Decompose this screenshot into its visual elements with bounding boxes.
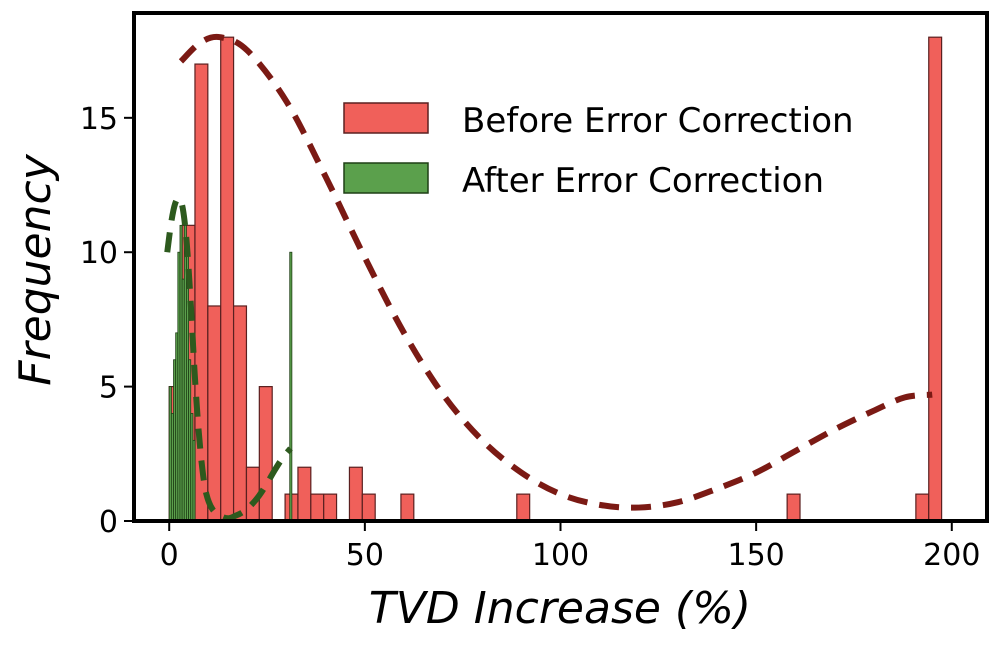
x-tick-label-50: 50 <box>346 538 384 573</box>
x-tick-label-0: 0 <box>160 538 179 573</box>
before-bar-7 <box>258 386 273 522</box>
before-bar-11 <box>323 493 338 522</box>
before-bar-13 <box>361 493 376 522</box>
y-tick-label-10: 10 <box>80 236 118 271</box>
y-axis-ticks: 0 5 10 15 <box>80 102 134 540</box>
before-bar-17 <box>915 493 930 522</box>
y-axis-title: Frequency <box>10 153 61 385</box>
y-tick-label-15: 15 <box>80 102 118 137</box>
legend: Before Error Correction After Error Corr… <box>343 101 854 201</box>
y-tick-label-0: 0 <box>99 505 118 540</box>
after-bar-11 <box>192 439 196 522</box>
before-bar-10 <box>310 493 325 522</box>
before-bar-14 <box>400 493 415 522</box>
legend-label-after: After Error Correction <box>462 161 824 201</box>
after-correction-fit-curve <box>164 195 293 522</box>
after-bar-12 <box>289 251 293 522</box>
legend-swatch-after <box>343 162 429 194</box>
before-bar-16 <box>786 493 801 522</box>
y-tick-label-5: 5 <box>99 371 118 406</box>
before-bar-5 <box>232 305 248 522</box>
before-bar-15 <box>516 493 531 522</box>
x-axis-ticks: 0 50 100 150 200 <box>160 521 980 573</box>
before-bar-18 <box>928 36 943 522</box>
legend-label-before: Before Error Correction <box>462 101 854 141</box>
before-bar-12 <box>348 466 363 522</box>
x-tick-label-100: 100 <box>532 538 589 573</box>
x-tick-label-200: 200 <box>923 538 980 573</box>
before-bar-2 <box>194 63 209 522</box>
legend-swatch-before <box>343 102 429 134</box>
before-bar-9 <box>297 466 312 522</box>
x-axis-title: TVD Increase (%) <box>369 583 751 634</box>
before-bar-4 <box>220 36 235 522</box>
before-bar-3 <box>207 305 222 522</box>
before-correction-fit-curve <box>178 33 933 511</box>
x-tick-label-150: 150 <box>728 538 785 573</box>
